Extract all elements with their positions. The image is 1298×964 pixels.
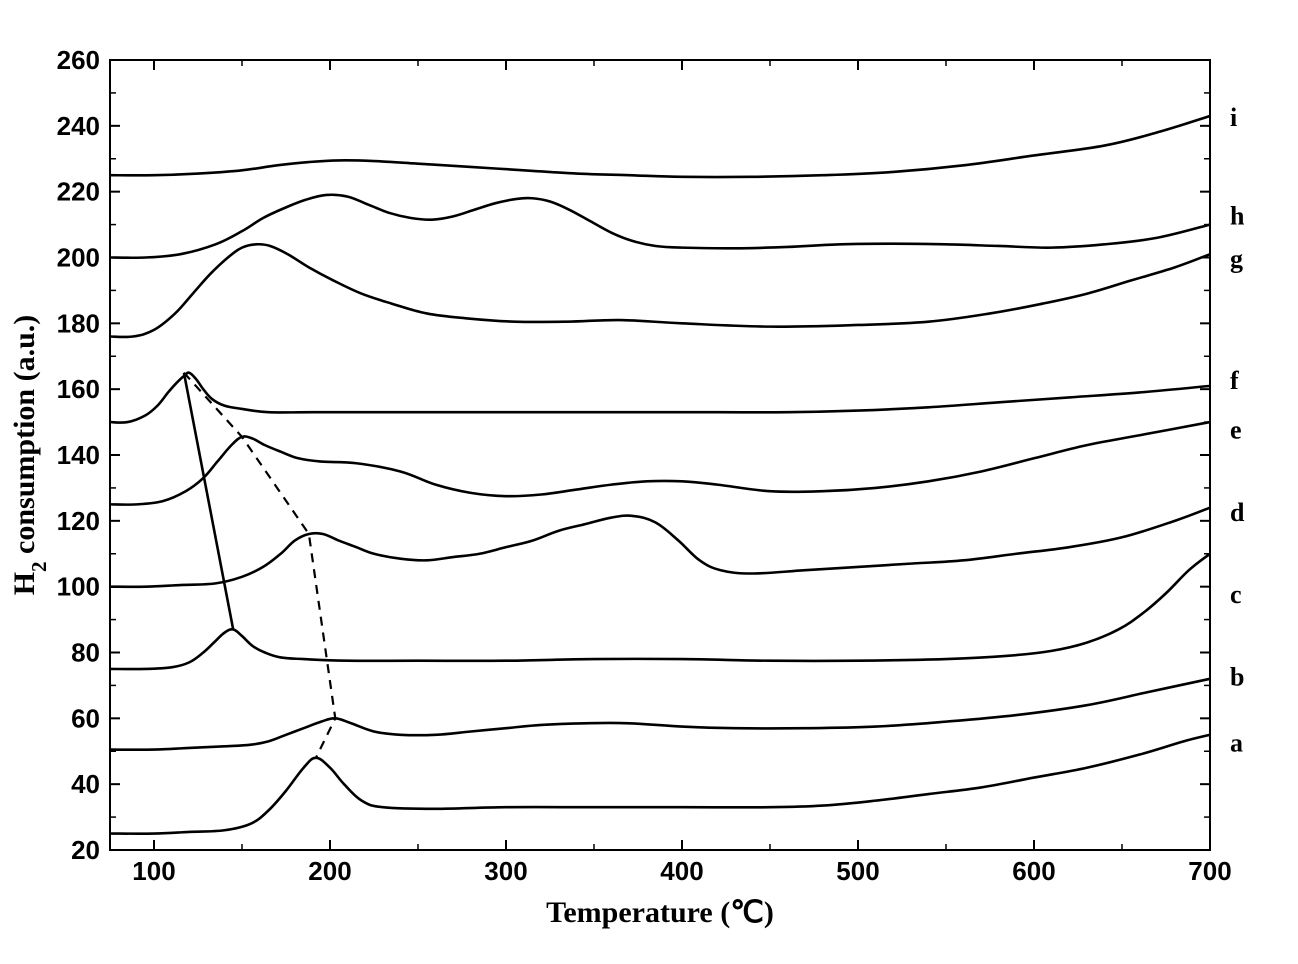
series-a bbox=[110, 735, 1210, 834]
y-tick-label: 200 bbox=[57, 243, 100, 273]
x-tick-label: 100 bbox=[132, 856, 175, 886]
y-tick-label: 80 bbox=[71, 638, 100, 668]
series-g bbox=[110, 244, 1210, 337]
series-label-e: e bbox=[1230, 416, 1242, 445]
series-b bbox=[110, 679, 1210, 750]
y-tick-label: 40 bbox=[71, 769, 100, 799]
series-f bbox=[110, 373, 1210, 423]
peak-shift-solid-guide bbox=[184, 373, 233, 630]
series-e bbox=[110, 422, 1210, 505]
series-c bbox=[110, 554, 1210, 669]
x-tick-label: 200 bbox=[308, 856, 351, 886]
series-label-i: i bbox=[1230, 103, 1237, 132]
x-tick-label: 400 bbox=[660, 856, 703, 886]
y-tick-label: 20 bbox=[71, 835, 100, 865]
y-tick-label: 220 bbox=[57, 177, 100, 207]
y-tick-label: 180 bbox=[57, 308, 100, 338]
series-label-b: b bbox=[1230, 662, 1244, 691]
x-tick-label: 300 bbox=[484, 856, 527, 886]
series-d bbox=[110, 508, 1210, 587]
series-label-c: c bbox=[1230, 580, 1242, 609]
x-tick-label: 700 bbox=[1188, 856, 1231, 886]
tpr-chart: 100 200 300 400 500 600 700 20 40 60 80 100 120 140 16… bbox=[0, 0, 1298, 964]
series-label-g: g bbox=[1230, 244, 1243, 273]
x-axis-title: Temperature (℃) bbox=[546, 896, 774, 929]
y-tick-label: 100 bbox=[57, 572, 100, 602]
y-axis-title: H2 consumption (a.u.) bbox=[8, 315, 51, 596]
y-tick-label: 120 bbox=[57, 506, 100, 536]
y-tick-label: 260 bbox=[57, 45, 100, 75]
y-tick-label: 160 bbox=[57, 374, 100, 404]
series-label-h: h bbox=[1230, 202, 1245, 231]
series-i bbox=[110, 116, 1210, 177]
peak-shift-dashed-guide bbox=[184, 373, 335, 758]
y-tick-label: 140 bbox=[57, 440, 100, 470]
x-tick-label: 500 bbox=[836, 856, 879, 886]
y-tick-label: 60 bbox=[71, 703, 100, 733]
y-tick-label: 240 bbox=[57, 111, 100, 141]
x-tick-label: 600 bbox=[1012, 856, 1055, 886]
series-label-a: a bbox=[1230, 728, 1243, 757]
chart-container: 100 200 300 400 500 600 700 20 40 60 80 100 120 140 16… bbox=[0, 0, 1298, 964]
series-label-d: d bbox=[1230, 498, 1245, 527]
series-label-f: f bbox=[1230, 366, 1239, 395]
